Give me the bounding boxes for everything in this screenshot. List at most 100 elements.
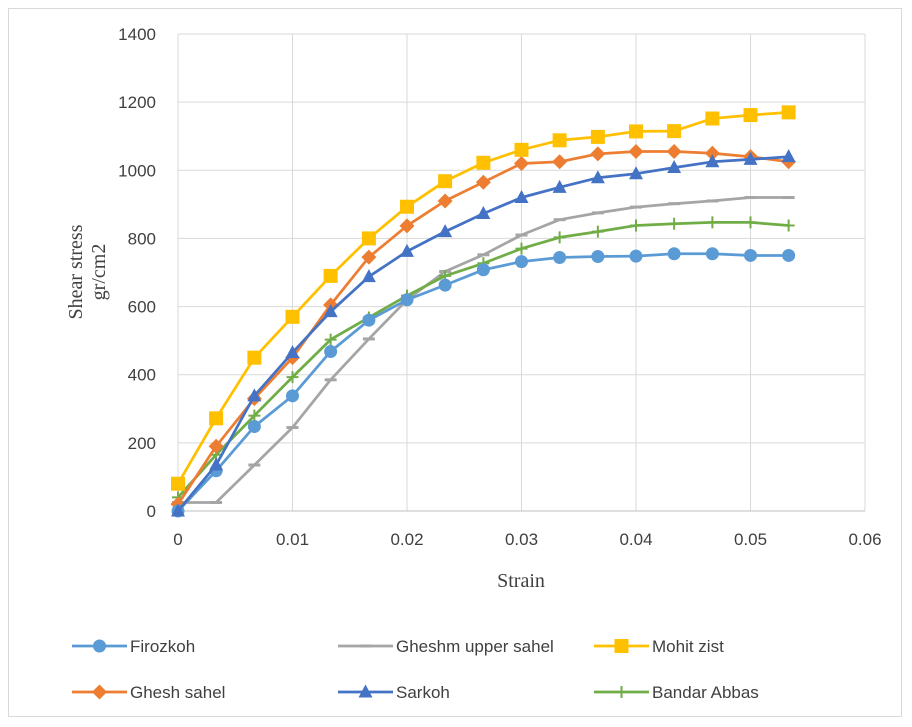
legend-item: Sarkoh [338, 683, 450, 702]
legend-label: Ghesh sahel [130, 683, 225, 702]
legend-label: Firozkoh [130, 637, 195, 656]
data-point [171, 503, 185, 517]
data-point [744, 248, 757, 262]
series-sarkoh [171, 149, 796, 517]
data-point [361, 269, 376, 283]
data-point [667, 247, 681, 261]
x-tick-label: 0.05 [734, 530, 767, 549]
chart-frame [8, 8, 902, 717]
data-point [324, 345, 338, 359]
series-gheshm-upper-sahel [172, 196, 795, 504]
data-point [476, 206, 491, 220]
data-point [705, 111, 720, 126]
data-point [615, 686, 628, 698]
data-point [399, 218, 415, 234]
legend-label: Sarkoh [396, 683, 450, 702]
data-point [248, 409, 261, 422]
data-point [781, 105, 796, 120]
data-point [743, 108, 758, 123]
data-point [208, 438, 224, 454]
data-point [438, 174, 453, 189]
data-point [286, 389, 299, 403]
data-point [705, 247, 719, 261]
y-tick-label: 600 [128, 298, 156, 317]
data-point [323, 268, 338, 283]
data-point [591, 225, 604, 238]
legend-label: Mohit zist [652, 637, 724, 656]
data-point [782, 248, 796, 262]
data-point [285, 309, 300, 324]
data-point [358, 684, 373, 698]
data-point [285, 345, 300, 359]
data-point [705, 154, 720, 168]
data-point [437, 193, 453, 209]
data-point [666, 144, 682, 160]
x-tick-label: 0.03 [505, 530, 538, 549]
data-point [781, 149, 796, 163]
data-point [553, 231, 566, 244]
data-point [400, 243, 414, 257]
y-tick-label: 400 [128, 366, 156, 385]
data-point [400, 293, 414, 307]
data-point [628, 144, 644, 160]
data-point [515, 242, 528, 255]
data-point [361, 249, 377, 265]
data-point [668, 217, 681, 230]
data-point [400, 199, 414, 214]
legend-item: Gheshm upper sahel [338, 637, 554, 656]
x-tick-label: 0 [173, 530, 182, 549]
data-point [614, 639, 629, 653]
data-point [591, 249, 605, 263]
data-point [247, 420, 261, 434]
tick-labels: 0 200 400 600 800 1000 1200 1400 0 0.01 0.02 0.03 0.… [118, 25, 881, 549]
y-tick-label: 1000 [118, 161, 156, 180]
data-point [247, 350, 262, 365]
data-point [590, 129, 605, 144]
x-tick-label: 0.06 [848, 530, 881, 549]
x-tick-label: 0.01 [276, 530, 309, 549]
legend-item: Firozkoh [72, 637, 195, 656]
y-tick-label: 200 [128, 434, 156, 453]
y-tick-label: 800 [128, 229, 156, 248]
data-point [552, 154, 568, 170]
data-point [93, 639, 106, 653]
data-point [630, 219, 642, 232]
legend-item: Mohit zist [594, 637, 724, 656]
data-point [629, 166, 643, 180]
data-point [706, 216, 719, 229]
series-bandar-abbas [172, 216, 795, 504]
data-point [629, 249, 643, 263]
data-point [475, 174, 491, 190]
y-axis-title: Shear stress gr/cm2 [65, 224, 110, 319]
y-axis-title-line2: gr/cm2 [88, 244, 110, 301]
data-point [247, 388, 262, 402]
data-point [590, 170, 605, 184]
y-tick-label: 0 [147, 502, 156, 521]
data-point [743, 151, 758, 165]
x-tick-label: 0.04 [619, 530, 652, 549]
data-point [361, 231, 376, 246]
data-point [362, 313, 376, 327]
data-point [514, 190, 529, 204]
data-point [171, 476, 185, 491]
legend-item: Ghesh sahel [72, 683, 225, 702]
legend: Firozkoh Gheshm upper sahel Mohit zist Ghes… [72, 637, 759, 702]
data-point [629, 124, 643, 139]
series-line [178, 196, 789, 504]
y-axis-title-line1: Shear stress [65, 224, 87, 319]
y-tick-label: 1200 [118, 93, 156, 112]
data-point [744, 216, 757, 229]
legend-label: Gheshm upper sahel [396, 637, 554, 656]
data-point [667, 124, 682, 139]
data-point [552, 133, 567, 148]
data-point [782, 219, 795, 232]
data-point [209, 457, 224, 471]
data-point [590, 146, 606, 162]
data-point [667, 160, 682, 174]
data-point [476, 155, 491, 170]
data-point [286, 371, 299, 384]
legend-item: Bandar Abbas [594, 683, 759, 702]
data-point [476, 263, 490, 277]
data-point [92, 684, 107, 700]
